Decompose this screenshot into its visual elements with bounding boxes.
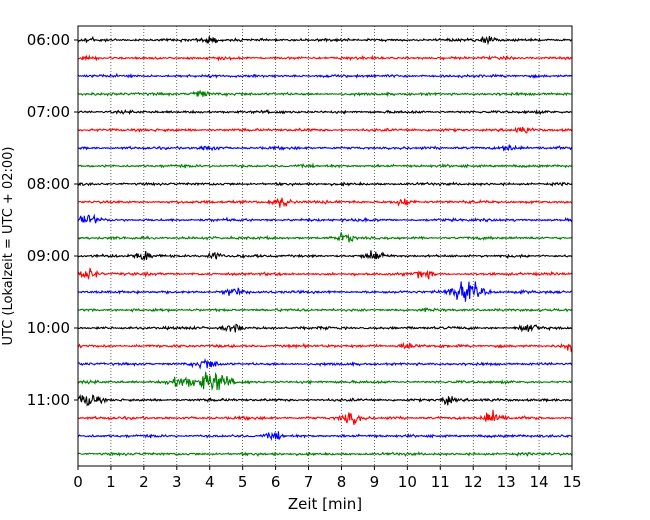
trace-line [77,250,573,261]
trace-line [77,89,573,98]
x-tick-label: 1 [106,473,116,491]
x-tick-label: 10 [398,473,417,491]
y-tick-label: 08:00 [27,175,70,193]
x-tick-label: 13 [497,473,516,491]
trace-line [77,54,573,62]
trace-line [77,162,573,169]
y-tick-label: 07:00 [27,103,70,121]
trace-line [77,108,573,116]
x-tick-label: 3 [172,473,182,491]
trace-line [77,409,573,425]
x-axis-ticks: 0 1 2 3 4 5 6 7 8 9 10 11 12 13 14 15 [73,466,582,491]
trace-line [77,341,573,353]
seismogram-traces [77,35,573,457]
trace-line [77,451,573,457]
y-tick-label: 10:00 [27,319,70,337]
y-tick-label: 09:00 [27,247,70,265]
x-tick-label: 2 [139,473,149,491]
x-tick-label: 0 [73,473,83,491]
trace-line [77,371,573,392]
x-tick-label: 4 [205,473,215,491]
trace-line [77,144,573,152]
trace-line [77,72,573,79]
x-tick-label: 6 [271,473,281,491]
x-tick-label: 11 [431,473,450,491]
trace-line [77,393,573,407]
x-tick-label: 14 [530,473,549,491]
x-tick-label: 15 [562,473,581,491]
trace-line [77,281,573,302]
trace-line [77,197,573,208]
x-gridlines [110,26,540,466]
trace-line [77,306,573,313]
trace-line [77,181,573,187]
plot-frame [77,25,573,467]
plot-background [78,26,572,466]
trace-line [77,126,573,134]
y-axis-ticks: 06:00 07:00 08:00 09:00 10:00 11:00 [27,31,78,409]
y-axis-label: UTC (Lokalzeit = UTC + 02:00) [1,147,16,346]
x-tick-label: 7 [304,473,314,491]
trace-line [77,35,573,46]
x-tick-label: 9 [370,473,380,491]
y-tick-label: 11:00 [27,391,70,409]
trace-line [77,358,573,370]
trace-line [77,323,573,333]
trace-line [77,431,573,441]
x-tick-label: 5 [238,473,248,491]
trace-line [77,213,573,224]
x-tick-label: 8 [337,473,347,491]
trace-line [77,267,573,281]
x-axis-label: Zeit [min] [288,495,362,513]
y-tick-label: 06:00 [27,31,70,49]
trace-line [77,232,573,243]
x-tick-label: 12 [464,473,483,491]
